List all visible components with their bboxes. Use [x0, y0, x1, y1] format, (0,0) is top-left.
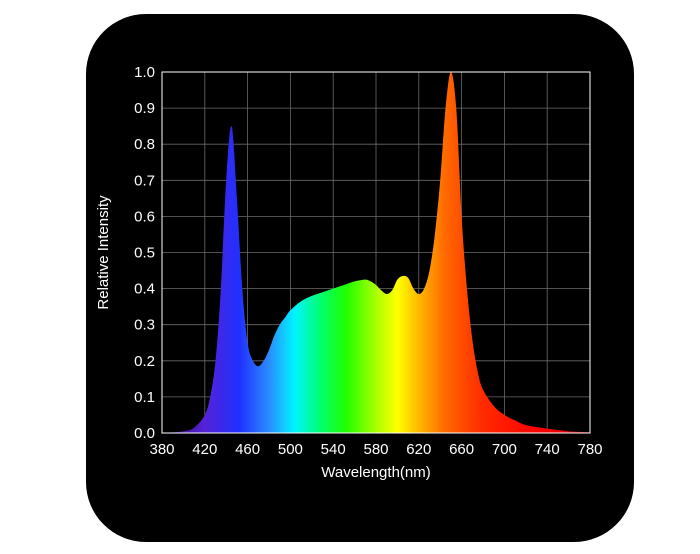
plot-frame	[161, 71, 591, 434]
x-tick-label: 460	[235, 441, 260, 458]
x-tick-label: 660	[449, 441, 474, 458]
spectrum-chart: 380 420 460 500 540 580 620 660 700 740 780 0.0 0.1…	[95, 64, 603, 481]
y-tick-label: 0.2	[134, 353, 155, 370]
x-tick-label: 420	[192, 441, 217, 458]
x-tick-label: 700	[492, 441, 517, 458]
y-tick-label: 0.8	[134, 136, 155, 153]
y-axis-title: Relative Intensity	[95, 195, 112, 310]
y-tick-label: 0.5	[134, 245, 155, 262]
y-tick-label: 0.9	[134, 100, 155, 117]
x-tick-label: 740	[535, 441, 560, 458]
y-tick-label: 0.6	[134, 208, 155, 225]
x-axis-title: Wavelength(nm)	[321, 464, 430, 481]
y-tick-label: 1.0	[134, 64, 155, 81]
x-tick-label: 540	[321, 441, 346, 458]
x-tick-labels: 380 420 460 500 540 580 620 660 700 740 780	[149, 441, 602, 458]
y-tick-label: 0.3	[134, 317, 155, 334]
x-tick-label: 620	[406, 441, 431, 458]
chart-card: 380 420 460 500 540 580 620 660 700 740 780 0.0 0.1…	[86, 14, 634, 542]
spectrum-area	[162, 72, 590, 433]
y-tick-label: 0.1	[134, 389, 155, 406]
y-tick-label: 0.0	[134, 425, 155, 442]
y-tick-labels: 0.0 0.1 0.2 0.3 0.4 0.5 0.6 0.7 0.8 0.9 1.0	[134, 64, 155, 442]
x-tick-label: 500	[278, 441, 303, 458]
y-tick-label: 0.4	[134, 281, 155, 298]
y-tick-label: 0.7	[134, 172, 155, 189]
x-tick-label: 380	[149, 441, 174, 458]
x-tick-label: 780	[577, 441, 602, 458]
x-tick-label: 580	[363, 441, 388, 458]
